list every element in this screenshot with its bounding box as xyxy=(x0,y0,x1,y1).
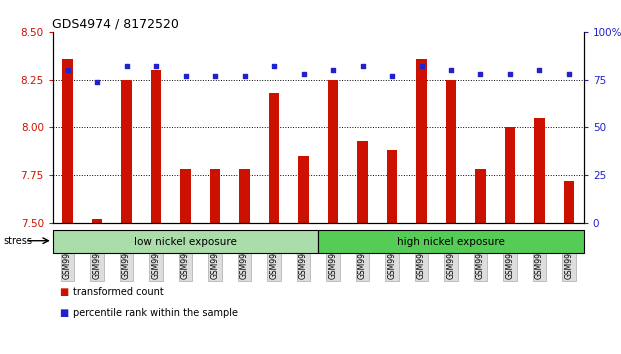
Bar xyxy=(475,170,486,223)
Point xyxy=(63,67,73,73)
Bar xyxy=(298,156,309,223)
Point xyxy=(417,63,427,69)
Bar xyxy=(53,230,319,253)
Point xyxy=(151,63,161,69)
Point xyxy=(210,73,220,79)
Point xyxy=(269,63,279,69)
Bar xyxy=(416,59,427,223)
Text: ■: ■ xyxy=(59,287,68,297)
Point xyxy=(122,63,132,69)
Text: stress: stress xyxy=(3,236,32,246)
Point xyxy=(328,67,338,73)
Point xyxy=(535,67,545,73)
Point xyxy=(240,73,250,79)
Bar xyxy=(505,127,515,223)
Bar xyxy=(328,80,338,223)
Bar xyxy=(319,230,584,253)
Point xyxy=(358,63,368,69)
Point xyxy=(505,71,515,77)
Text: low nickel exposure: low nickel exposure xyxy=(134,236,237,247)
Bar xyxy=(151,70,161,223)
Text: GDS4974 / 8172520: GDS4974 / 8172520 xyxy=(52,18,179,31)
Text: high nickel exposure: high nickel exposure xyxy=(397,236,505,247)
Bar xyxy=(446,80,456,223)
Bar xyxy=(564,181,574,223)
Point xyxy=(564,71,574,77)
Text: percentile rank within the sample: percentile rank within the sample xyxy=(73,308,238,318)
Bar xyxy=(92,219,102,223)
Bar xyxy=(180,170,191,223)
Bar xyxy=(62,59,73,223)
Bar xyxy=(357,141,368,223)
Text: ■: ■ xyxy=(59,308,68,318)
Bar xyxy=(121,80,132,223)
Bar xyxy=(534,118,545,223)
Point xyxy=(476,71,486,77)
Point xyxy=(299,71,309,77)
Point xyxy=(446,67,456,73)
Bar xyxy=(387,150,397,223)
Bar xyxy=(269,93,279,223)
Text: transformed count: transformed count xyxy=(73,287,164,297)
Point xyxy=(181,73,191,79)
Bar xyxy=(239,170,250,223)
Point xyxy=(387,73,397,79)
Point xyxy=(92,79,102,84)
Bar xyxy=(210,170,220,223)
